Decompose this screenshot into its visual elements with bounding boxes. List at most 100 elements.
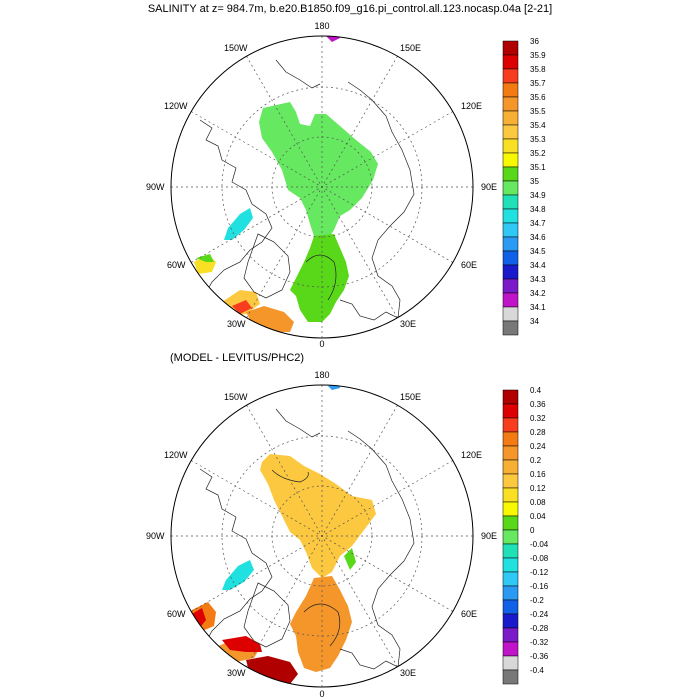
lon-label: 30E <box>400 668 416 678</box>
colorbar-tick-label: 0.32 <box>530 414 546 423</box>
colorbar-swatch <box>502 389 519 405</box>
nordic-seas-contour <box>305 254 337 301</box>
colorbar-tick-label: -0.4 <box>530 666 544 675</box>
colorbar-swatch <box>502 431 519 447</box>
colorbar-swatch <box>502 194 519 210</box>
bering-strait-difference-patch <box>328 385 340 390</box>
colorbar-tick-label: 0.12 <box>530 484 546 493</box>
colorbar-tick-label: 34.4 <box>530 261 546 270</box>
lon-label: 60W <box>167 260 186 270</box>
lon-label: 90W <box>146 531 165 541</box>
lon-label: 90E <box>481 531 497 541</box>
colorbar-swatch <box>502 669 519 685</box>
colorbar-tick-label: 34.5 <box>530 247 546 256</box>
colorbar-swatch <box>502 529 519 545</box>
lon-label: 120W <box>164 450 188 460</box>
longitude-labels-bottom: 180 150E 120E 90E 60E 30E 0 30W 60W 90W … <box>146 370 497 699</box>
lon-label: 180 <box>314 370 329 380</box>
baffin-bay-difference-patch <box>222 560 254 590</box>
baffin-bay-salinity-patch <box>224 208 253 240</box>
coastline-canada <box>199 119 273 297</box>
map-boundary-bottom <box>170 384 474 688</box>
colorbar-swatch <box>502 54 519 70</box>
difference-polar-map <box>170 384 474 688</box>
colorbar-tick-label: -0.12 <box>530 568 549 577</box>
colorbar-swatch <box>502 96 519 112</box>
colorbar-tick-label: 34.8 <box>530 205 546 214</box>
colorbar-tick-label: 35.6 <box>530 93 546 102</box>
colorbar-tick-label: 0 <box>530 526 535 535</box>
salinity-fields <box>194 36 378 332</box>
colorbar-swatch <box>502 515 519 531</box>
colorbar-swatch <box>502 613 519 629</box>
north-atlantic-difference-darkred <box>246 656 298 684</box>
colorbar-swatch <box>502 320 519 336</box>
colorbar-tick-label: 34.3 <box>530 275 546 284</box>
salinity-colorbar: 36 35.9 35.8 35.7 35.6 35.5 35.4 35.3 35.2 35.1 35… <box>502 37 546 336</box>
colorbar-tick-label: 34.6 <box>530 233 546 242</box>
colorbar-tick-label: 35.4 <box>530 121 546 130</box>
coastline-alaska <box>275 59 321 89</box>
arctic-basin-contour <box>271 469 309 483</box>
colorbar-swatch <box>502 571 519 587</box>
lon-label: 0 <box>319 339 324 349</box>
colorbar-tick-label: 0.16 <box>530 470 546 479</box>
nordic-seas-difference-contour <box>303 603 341 647</box>
north-atlantic-red-patch <box>232 300 252 314</box>
colorbar-swatch <box>502 180 519 196</box>
lon-label: 60W <box>167 609 186 619</box>
colorbar-tick-label: 34.7 <box>530 219 546 228</box>
nordic-seas-difference-patch <box>290 576 352 672</box>
lon-label: 120E <box>461 101 482 111</box>
colorbar-swatch <box>502 278 519 294</box>
colorbar-swatch <box>502 82 519 98</box>
arctic-basin-salinity-patch <box>259 102 378 236</box>
colorbar-tick-label: 35.3 <box>530 135 546 144</box>
difference-panel-title: (MODEL - LEVITUS/PHC2) <box>170 352 305 364</box>
colorbar-tick-label: -0.24 <box>530 610 549 619</box>
colorbar-tick-label: 0.04 <box>530 512 546 521</box>
lon-label: 120E <box>461 450 482 460</box>
arctic-basin-difference-patch <box>260 454 376 578</box>
colorbar-swatch <box>502 264 519 280</box>
colorbar-swatch <box>502 501 519 517</box>
lon-label: 30W <box>227 668 246 678</box>
colorbar-tick-label: -0.36 <box>530 652 549 661</box>
colorbar-tick-label: -0.16 <box>530 582 549 591</box>
coastline-canada <box>199 468 273 646</box>
colorbar-swatch <box>502 641 519 657</box>
lon-label: 180 <box>314 21 329 31</box>
colorbar-swatch <box>502 459 519 475</box>
map-boundary-top <box>170 35 474 339</box>
colorbar-tick-label: -0.04 <box>530 540 549 549</box>
labrador-sea-green-edge <box>196 254 214 262</box>
lon-label: 150W <box>224 43 248 53</box>
coastline-europe <box>339 648 405 680</box>
siberian-shelf-green-patch <box>344 548 356 570</box>
colorbar-swatch <box>502 208 519 224</box>
colorbar-tick-label: 35.5 <box>530 107 546 116</box>
colorbar-swatch <box>502 585 519 601</box>
colorbar-swatch <box>502 250 519 266</box>
colorbar-tick-label: 34.1 <box>530 303 546 312</box>
colorbar-swatch <box>502 557 519 573</box>
colorbar-swatch <box>502 166 519 182</box>
colorbar-swatch <box>502 655 519 671</box>
lon-label: 60E <box>461 260 477 270</box>
colorbar-swatch <box>502 543 519 559</box>
colorbar-tick-label: 35 <box>530 177 539 186</box>
colorbar-swatch <box>502 124 519 140</box>
coastline-siberia <box>347 81 415 319</box>
nordic-seas-salinity-patch <box>290 234 349 322</box>
colorbar-swatch <box>502 152 519 168</box>
colorbar-tick-label: 34.2 <box>530 289 546 298</box>
difference-colorbar: 0.4 0.36 0.32 0.28 0.24 0.2 0.16 0.12 0.08 0.04 0 -… <box>502 386 549 685</box>
colorbar-swatch <box>502 138 519 154</box>
lon-label: 150E <box>400 43 421 53</box>
colorbar-tick-label: -0.2 <box>530 596 544 605</box>
colorbar-swatch <box>502 627 519 643</box>
colorbar-swatch <box>502 222 519 238</box>
north-atlantic-orange-patch <box>246 306 294 332</box>
colorbar-swatch <box>502 473 519 489</box>
